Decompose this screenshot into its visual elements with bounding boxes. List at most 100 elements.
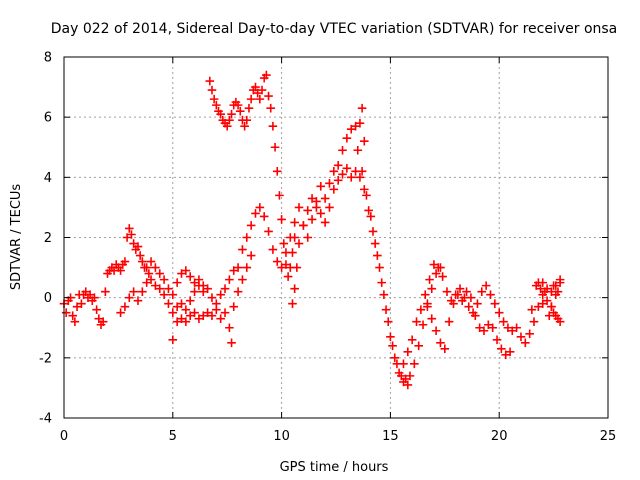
data-point: [151, 263, 160, 272]
data-point: [388, 341, 397, 351]
data-point: [168, 308, 178, 318]
data-point: [362, 191, 371, 200]
data-point: [177, 299, 186, 308]
data-point: [129, 239, 138, 248]
data-point: [355, 173, 365, 182]
data-point: [203, 308, 212, 318]
data-point: [329, 167, 339, 176]
data-point: [277, 263, 286, 272]
data-point: [484, 320, 493, 330]
data-point: [401, 374, 410, 384]
data-point: [94, 314, 104, 324]
data-point: [255, 94, 265, 104]
data-point: [553, 287, 563, 296]
data-point: [403, 380, 413, 390]
axis-ticks: 0 5 10 15 20 25 -4 -2 0 2 4 6 8: [39, 51, 616, 445]
data-point: [138, 257, 147, 266]
data-point: [501, 350, 511, 360]
data-point: [359, 185, 369, 194]
data-point: [81, 287, 91, 296]
data-point: [244, 103, 254, 113]
data-point: [177, 314, 186, 324]
data-point: [338, 170, 347, 179]
data-point: [279, 239, 289, 248]
x-tick-label: 10: [273, 429, 290, 444]
data-point: [431, 269, 441, 278]
data-point: [316, 182, 326, 191]
x-axis-label: GPS time / hours: [280, 460, 389, 475]
data-point: [85, 290, 95, 299]
data-point: [251, 82, 260, 92]
data-point: [142, 263, 151, 272]
data-point: [172, 317, 182, 327]
data-point: [357, 167, 367, 176]
data-point: [425, 275, 434, 284]
data-point: [133, 242, 143, 251]
data-point: [368, 227, 378, 236]
data-point: [133, 296, 143, 305]
y-tick-label: 6: [44, 111, 52, 126]
data-point: [353, 145, 363, 155]
data-point: [346, 173, 356, 182]
data-point: [507, 326, 517, 336]
data-point: [479, 326, 489, 336]
data-point: [268, 245, 278, 254]
data-point: [272, 167, 282, 176]
data-point: [146, 275, 156, 284]
y-tick-label: 0: [44, 291, 52, 306]
data-point: [427, 284, 437, 293]
data-point: [216, 109, 225, 119]
data-point: [357, 103, 367, 113]
data-point: [407, 335, 417, 345]
y-tick-label: -4: [39, 412, 52, 427]
data-point: [168, 290, 178, 299]
data-point: [542, 296, 552, 305]
data-point: [251, 209, 260, 218]
data-point: [470, 311, 480, 321]
x-tick-label: 25: [600, 429, 617, 444]
data-point: [168, 335, 178, 345]
y-axis-label: SDTVAR / TECUs: [9, 184, 24, 291]
data-point: [503, 323, 513, 333]
data-point: [486, 290, 495, 299]
data-point: [164, 284, 173, 293]
data-point: [466, 293, 476, 302]
data-point: [144, 269, 154, 278]
data-point: [540, 287, 550, 296]
y-tick-label: 2: [44, 231, 52, 246]
data-point: [159, 290, 169, 299]
data-point: [547, 302, 556, 311]
data-point: [342, 133, 352, 143]
data-point: [216, 290, 225, 299]
data-point: [190, 287, 199, 296]
data-point: [329, 185, 339, 194]
data-point: [488, 323, 497, 333]
data-point: [253, 88, 262, 98]
data-point: [464, 302, 474, 311]
data-point: [264, 91, 273, 101]
data-point: [534, 302, 543, 311]
data-point: [198, 281, 208, 290]
data-point: [227, 109, 236, 119]
data-point: [453, 290, 463, 299]
data-point: [90, 293, 99, 302]
data-point: [366, 212, 376, 221]
data-point: [159, 275, 169, 284]
data-point: [320, 194, 330, 203]
data-point: [292, 263, 302, 272]
data-point: [325, 179, 334, 188]
data-point: [303, 233, 313, 242]
data-point: [473, 299, 482, 308]
data-point: [72, 302, 82, 311]
data-point: [431, 326, 441, 336]
data-point: [399, 359, 408, 369]
data-point: [181, 317, 191, 327]
data-point: [307, 215, 317, 224]
data-point: [164, 299, 173, 308]
data-point: [457, 296, 467, 305]
data-point: [135, 251, 145, 260]
data-point: [181, 266, 191, 275]
data-point: [207, 311, 217, 321]
data-point: [396, 371, 406, 381]
